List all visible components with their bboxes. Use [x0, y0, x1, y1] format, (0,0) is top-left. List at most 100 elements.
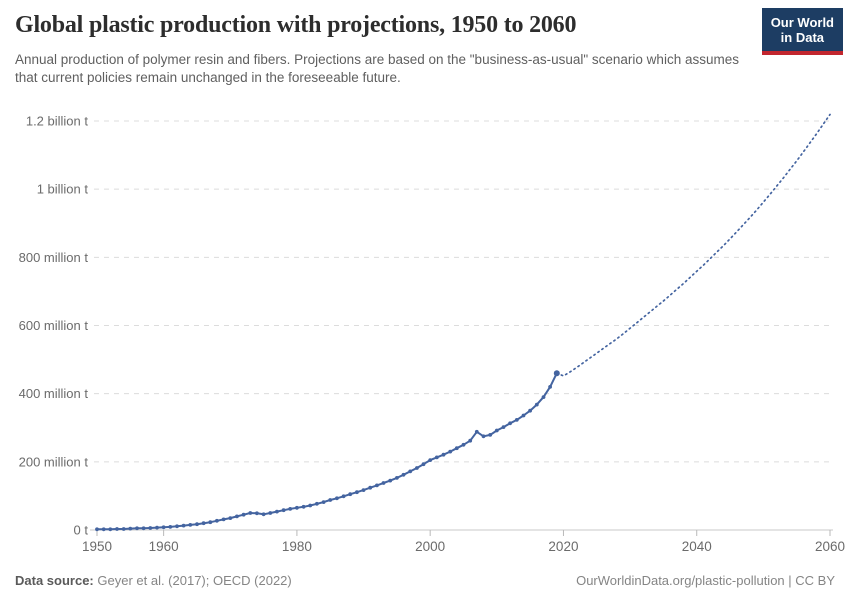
data-point — [308, 503, 313, 508]
y-tick-label: 400 million t — [19, 386, 89, 401]
data-point — [448, 449, 453, 454]
history-line — [96, 372, 558, 531]
data-point — [541, 395, 546, 399]
data-point — [501, 425, 506, 429]
data-point — [395, 476, 399, 480]
chart-title: Global plastic production with projectio… — [15, 12, 577, 38]
data-point — [368, 485, 373, 490]
data-point — [375, 483, 379, 488]
data-point — [208, 520, 213, 525]
chart-subtitle: Annual production of polymer resin and f… — [15, 52, 739, 85]
owid-logo[interactable]: Our World in Data — [761, 8, 843, 55]
data-point — [141, 526, 146, 531]
data-point — [168, 525, 173, 529]
data-point — [408, 469, 413, 474]
data-point — [241, 512, 246, 517]
owid-logo-line2: in Data — [780, 30, 825, 45]
data-point — [221, 517, 226, 522]
data-point — [161, 525, 166, 530]
data-point — [261, 512, 266, 517]
data-point — [341, 494, 346, 499]
data-point — [275, 509, 279, 514]
data-point — [421, 462, 426, 467]
data-point — [315, 501, 319, 506]
data-point — [101, 527, 106, 532]
x-tick-label: 2040 — [682, 539, 712, 554]
data-point — [95, 527, 99, 532]
data-point — [301, 504, 306, 509]
data-point — [508, 421, 512, 426]
data-point — [428, 458, 433, 462]
data-point — [335, 496, 339, 501]
data-point — [481, 434, 486, 439]
y-tick-label: 600 million t — [19, 318, 89, 333]
owid-logo-line1: Our World — [770, 15, 834, 30]
data-point — [115, 527, 119, 531]
data-point — [434, 455, 439, 460]
data-point — [494, 428, 499, 433]
projection-line — [555, 113, 831, 377]
data-point — [255, 511, 259, 516]
data-point — [461, 442, 466, 447]
data-point — [248, 511, 253, 515]
data-point — [215, 518, 219, 523]
data-point — [381, 481, 386, 485]
data-point — [321, 500, 326, 504]
data-point — [454, 446, 459, 451]
data-point — [201, 521, 206, 526]
y-tick-label: 1 billion t — [37, 182, 89, 197]
data-point — [348, 492, 353, 497]
data-point — [388, 478, 393, 483]
data-source-label: Data source: — [15, 573, 94, 588]
data-point — [441, 452, 446, 457]
x-tick-label: 2020 — [548, 539, 578, 554]
gridlines — [94, 120, 833, 463]
data-point — [488, 433, 493, 437]
axis-labels: 0 t 200 million t 400 million t 600 million… — [19, 114, 845, 555]
chart-footer: Data source: Geyer et al. (2017); OECD (… — [15, 573, 835, 588]
x-tick-label: 2060 — [815, 539, 845, 554]
axes — [90, 529, 833, 536]
data-point — [188, 523, 193, 527]
data-point — [268, 511, 273, 515]
data-point — [148, 526, 153, 530]
data-point — [355, 490, 359, 495]
data-point — [548, 385, 552, 389]
data-point — [528, 408, 532, 413]
data-point — [195, 522, 199, 527]
data-series — [95, 113, 831, 532]
data-point — [135, 526, 139, 531]
x-tick-label: 1960 — [149, 539, 179, 554]
x-tick-label: 1980 — [282, 539, 312, 554]
data-point — [235, 514, 239, 519]
y-tick-label: 800 million t — [19, 250, 89, 265]
data-point — [415, 466, 419, 470]
data-point — [108, 527, 113, 532]
plot-area[interactable] — [90, 108, 834, 536]
data-point — [474, 429, 479, 434]
data-point — [128, 526, 133, 531]
data-point — [328, 498, 333, 502]
data-point — [281, 508, 286, 513]
data-source: Data source: Geyer et al. (2017); OECD (… — [15, 573, 292, 588]
owid-link[interactable]: OurWorldinData.org/plastic-pollution | C… — [576, 573, 835, 588]
data-point — [521, 413, 526, 418]
data-point — [175, 524, 179, 529]
data-point — [228, 516, 233, 520]
data-point — [181, 523, 186, 528]
data-point — [288, 507, 293, 511]
y-tick-label: 0 t — [74, 523, 89, 538]
data-point — [514, 418, 519, 422]
data-point — [121, 527, 126, 531]
data-source-value[interactable]: Geyer et al. (2017); OECD (2022) — [97, 573, 292, 588]
x-tick-label: 1950 — [82, 539, 112, 554]
data-point — [468, 438, 473, 443]
y-tick-label: 1.2 billion t — [26, 114, 89, 129]
data-point — [155, 525, 159, 530]
data-point — [534, 402, 539, 407]
data-point — [361, 488, 366, 492]
data-point — [295, 505, 299, 510]
y-tick-label: 200 million t — [19, 454, 89, 469]
